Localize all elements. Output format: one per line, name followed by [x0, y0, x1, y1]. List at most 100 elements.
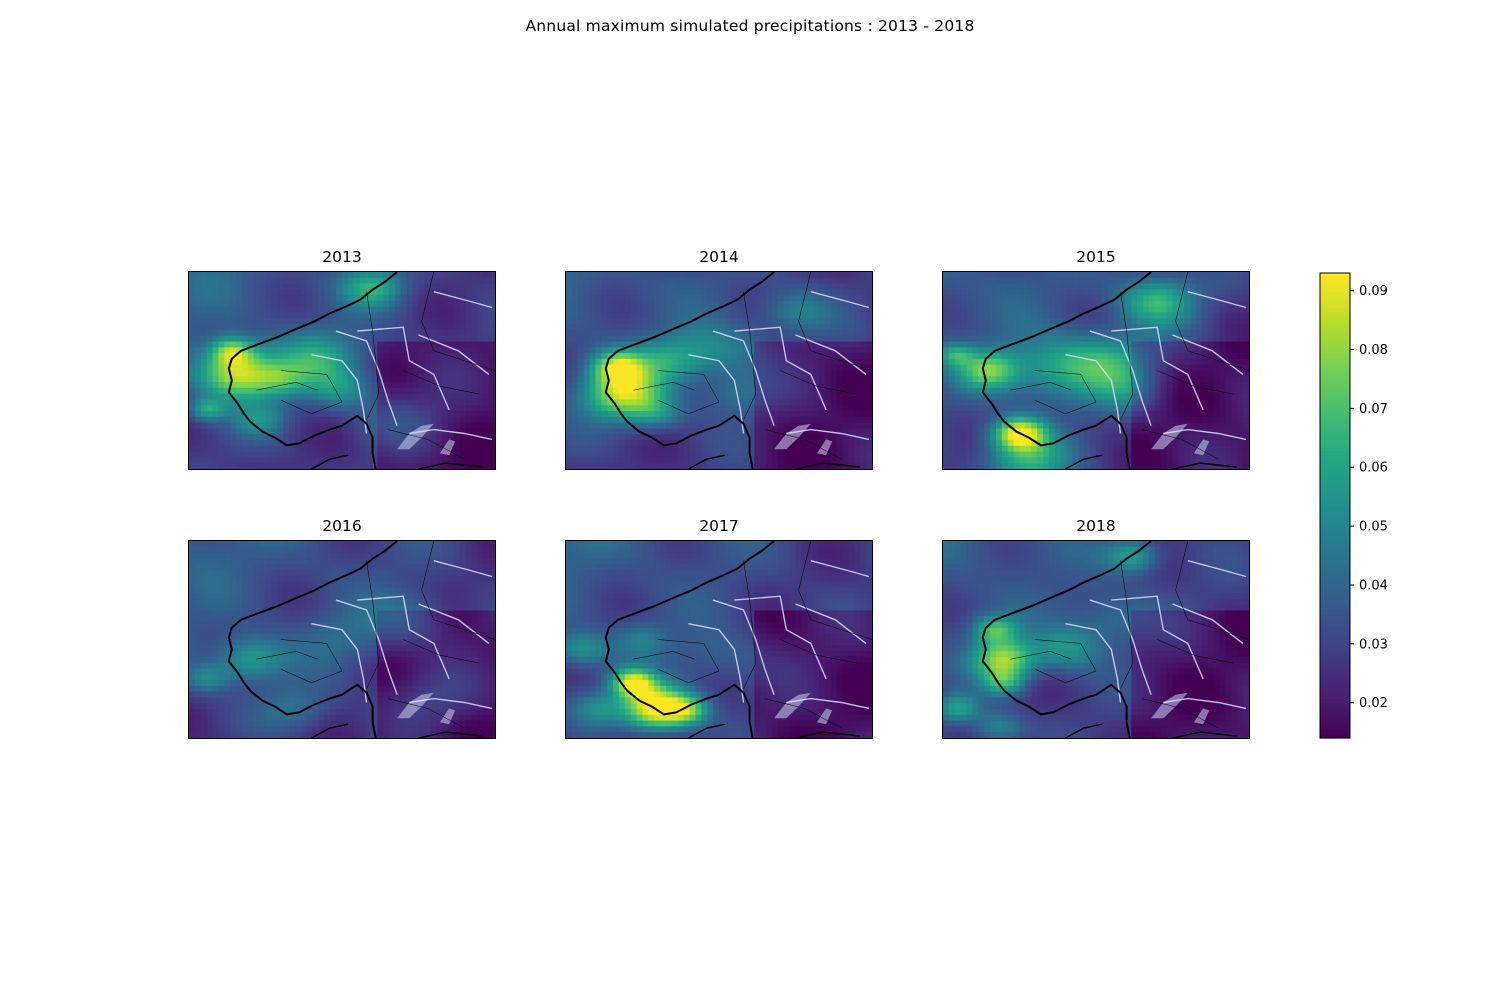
grid-cell	[365, 393, 372, 400]
grid-cell	[760, 370, 767, 377]
grid-cell	[206, 451, 213, 458]
grid-cell	[666, 295, 673, 302]
grid-cell	[277, 283, 284, 290]
grid-cell	[960, 312, 967, 319]
grid-cell	[1143, 329, 1150, 337]
grid-cell	[289, 399, 296, 406]
grid-cell	[1143, 283, 1150, 290]
grid-cell	[230, 347, 237, 354]
grid-cell	[795, 382, 802, 389]
grid-cell	[277, 347, 284, 354]
grid-cell	[224, 445, 231, 453]
grid-cell	[636, 416, 643, 424]
grid-cell	[990, 295, 997, 302]
grid-cell	[459, 341, 466, 348]
grid-cell	[477, 440, 484, 447]
grid-cell	[212, 393, 219, 400]
grid-cell	[1219, 277, 1226, 284]
grid-cell	[1231, 341, 1238, 348]
grid-cell	[1178, 272, 1185, 279]
grid-cell	[695, 324, 702, 331]
grid-cell	[194, 376, 202, 383]
grid-cell	[1125, 329, 1132, 337]
grid-cell	[436, 335, 443, 342]
grid-cell	[613, 283, 620, 290]
grid-cell	[312, 405, 319, 412]
grid-cell	[389, 382, 396, 389]
grid-cell	[1119, 272, 1126, 279]
grid-cell	[1007, 376, 1015, 383]
grid-cell	[795, 440, 802, 447]
grid-cell	[289, 312, 296, 319]
grid-cell	[854, 451, 861, 458]
grid-cell	[984, 382, 991, 389]
grid-cell	[1066, 387, 1073, 395]
grid-cell	[689, 277, 696, 284]
grid-cell	[483, 445, 490, 453]
grid-cell	[566, 353, 573, 360]
grid-cell	[312, 283, 319, 290]
grid-cell	[253, 451, 261, 458]
grid-cell	[289, 358, 296, 366]
grid-cell	[1001, 411, 1009, 418]
grid-cell	[377, 445, 384, 453]
grid-cell	[418, 272, 425, 279]
grid-cell	[359, 283, 366, 290]
grid-cell	[783, 422, 791, 429]
grid-cell	[265, 358, 272, 366]
grid-cell	[642, 295, 649, 302]
grid-cell	[471, 272, 478, 279]
grid-cell	[613, 300, 620, 308]
grid-cell	[283, 387, 290, 395]
grid-cell	[954, 399, 962, 406]
grid-cell	[447, 335, 455, 342]
grid-cell	[736, 451, 743, 458]
grid-cell	[318, 434, 325, 441]
grid-cell	[406, 422, 414, 429]
grid-cell	[601, 370, 608, 377]
grid-cell	[943, 393, 950, 400]
grid-cell	[642, 416, 649, 424]
grid-cell	[289, 457, 296, 464]
grid-cell	[1060, 411, 1067, 418]
grid-cell	[807, 405, 814, 412]
grid-cell	[766, 457, 773, 464]
grid-cell	[1243, 422, 1249, 429]
grid-cell	[359, 428, 366, 435]
grid-cell	[1001, 416, 1009, 424]
grid-cell	[777, 428, 785, 435]
grid-cell	[236, 295, 243, 302]
grid-cell	[607, 416, 614, 424]
grid-cell	[1196, 335, 1203, 342]
grid-cell	[943, 382, 950, 389]
grid-cell	[860, 393, 867, 400]
grid-cell	[1237, 306, 1244, 313]
grid-cell	[224, 318, 231, 325]
grid-cell	[312, 440, 319, 447]
grid-cell	[801, 283, 808, 290]
grid-cell	[318, 440, 325, 447]
grid-cell	[1137, 376, 1144, 383]
grid-cell	[677, 445, 685, 453]
grid-cell	[748, 364, 755, 371]
grid-cell	[730, 283, 738, 290]
grid-cell	[212, 324, 219, 331]
grid-cell	[1060, 295, 1067, 302]
grid-cell	[1207, 382, 1215, 389]
grid-cell	[766, 329, 773, 337]
grid-cell	[406, 405, 414, 412]
grid-cell	[695, 329, 702, 337]
grid-cell	[371, 272, 378, 279]
grid-cell	[447, 457, 455, 464]
grid-cell	[1190, 312, 1197, 319]
grid-cell	[365, 353, 372, 360]
grid-cell	[713, 440, 720, 447]
grid-cell	[854, 393, 861, 400]
grid-cell	[613, 451, 620, 458]
grid-cell	[383, 457, 390, 464]
grid-cell	[683, 277, 690, 284]
grid-cell	[447, 364, 455, 371]
grid-cell	[671, 463, 679, 469]
grid-cell	[736, 277, 743, 284]
grid-cell	[1178, 289, 1185, 296]
